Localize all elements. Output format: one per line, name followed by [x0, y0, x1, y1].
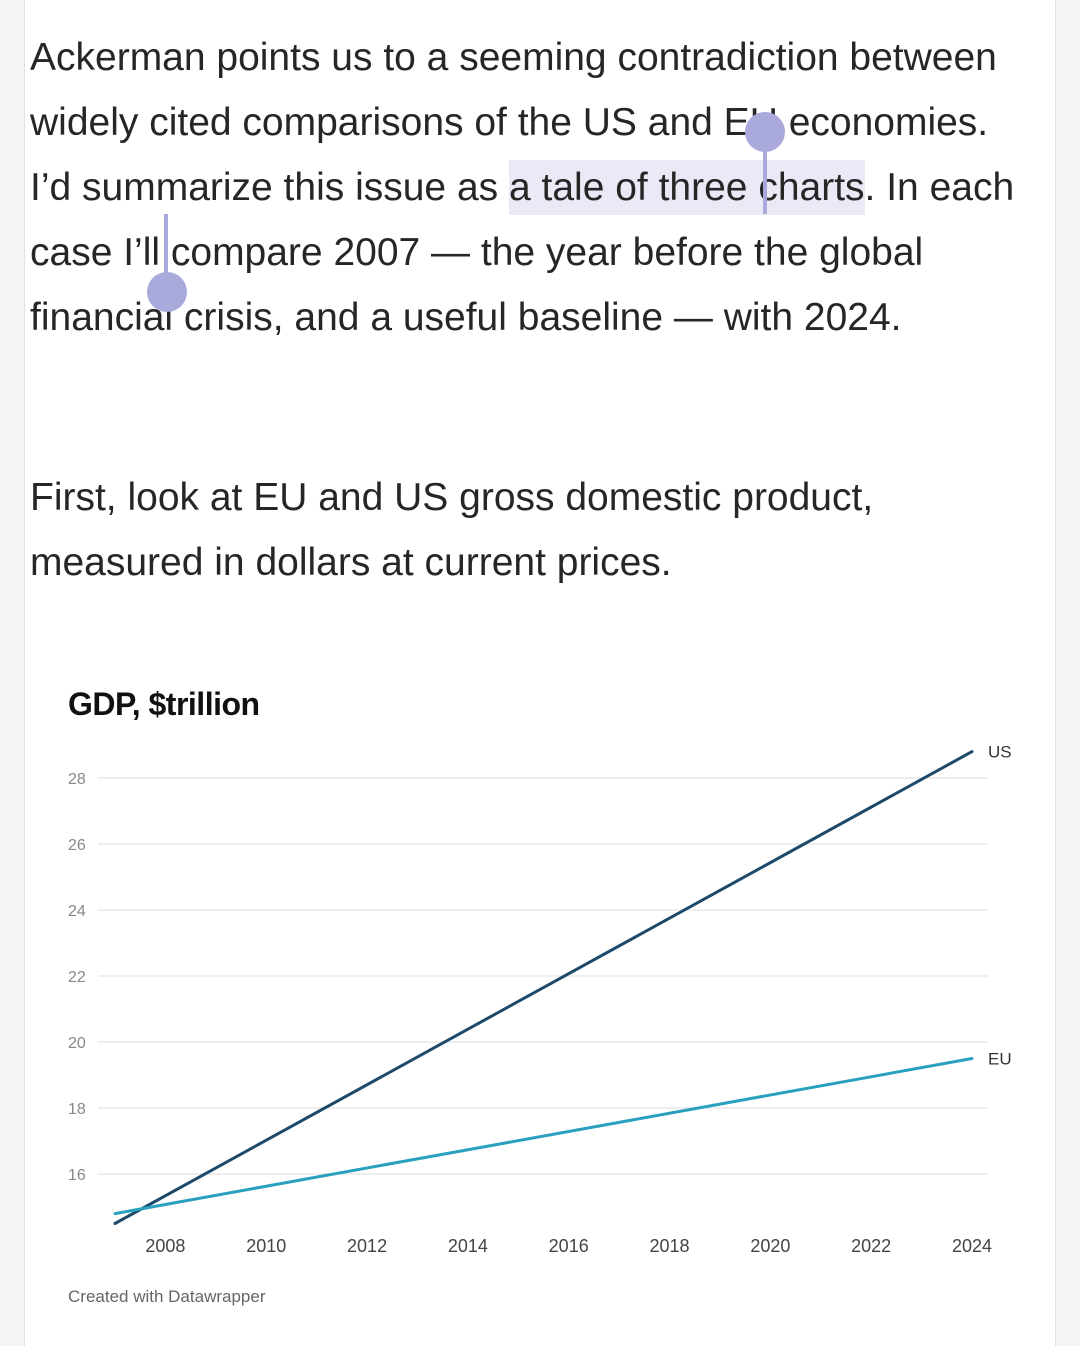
article-card	[24, 0, 1056, 1346]
x-tick-label: 2014	[448, 1236, 488, 1256]
x-tick-label: 2010	[246, 1236, 286, 1256]
x-tick-label: 2018	[650, 1236, 690, 1256]
x-tick-label: 2020	[750, 1236, 790, 1256]
x-tick-label: 2008	[145, 1236, 185, 1256]
series-label-eu: EU	[988, 1050, 1012, 1069]
selection-end-caret[interactable]	[164, 214, 168, 276]
chart-credit[interactable]: Created with Datawrapper	[68, 1287, 266, 1306]
y-tick-label: 24	[68, 903, 86, 920]
x-tick-label: 2012	[347, 1236, 387, 1256]
paragraph-text-start: Ackerman points us to a seeming contradi…	[30, 36, 997, 209]
selection-end-handle[interactable]	[147, 272, 187, 312]
y-tick-label: 22	[68, 969, 86, 986]
article-paragraph-2[interactable]: First, look at EU and US gross domestic …	[30, 476, 874, 584]
x-tick-label: 2024	[952, 1236, 992, 1256]
y-tick-label: 20	[68, 1035, 86, 1052]
series-label-us: US	[988, 743, 1012, 762]
series-line-us	[113, 750, 974, 1225]
y-tick-label: 28	[68, 771, 86, 788]
x-tick-label: 2022	[851, 1236, 891, 1256]
selected-text[interactable]: a tale of three charts	[509, 160, 865, 215]
chart-title: GDP, $trillion	[68, 686, 260, 722]
y-tick-label: 26	[68, 837, 86, 854]
article-paragraph-1[interactable]: Ackerman points us to a seeming contradi…	[30, 25, 1020, 350]
y-tick-label: 18	[68, 1101, 86, 1118]
series-line-eu	[113, 1057, 974, 1216]
selection-start-handle[interactable]	[745, 112, 785, 152]
y-tick-label: 16	[68, 1167, 86, 1184]
x-tick-label: 2016	[549, 1236, 589, 1256]
selection-start-caret[interactable]	[763, 132, 767, 214]
